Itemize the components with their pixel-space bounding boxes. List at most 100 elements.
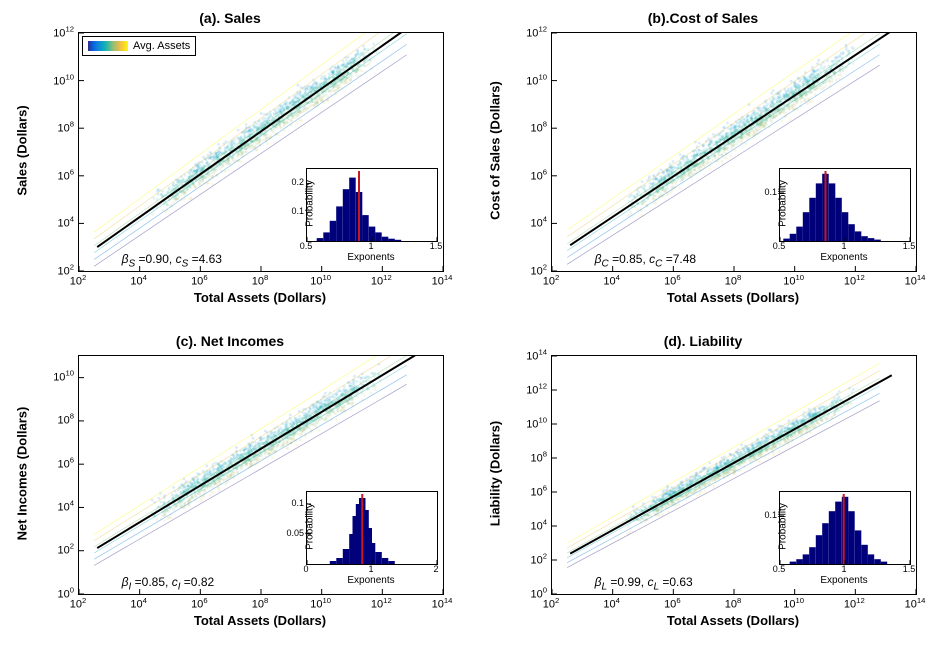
inset-svg <box>780 492 910 564</box>
inset-bar <box>848 224 855 241</box>
ytick-label: 100 <box>44 585 74 600</box>
panel-title: (c). Net Incomes <box>10 333 450 349</box>
inset-plot <box>306 168 438 242</box>
panel-title: (d). Liability <box>483 333 923 349</box>
xtick-label: 1010 <box>783 273 804 288</box>
inset-svg <box>780 169 910 241</box>
inset-bar <box>388 239 395 241</box>
colormap-legend: Avg. Assets <box>82 36 196 56</box>
xtick-label: 104 <box>130 596 147 611</box>
inset-bar <box>375 552 382 564</box>
inset-bar <box>382 558 389 564</box>
inset-xtick: 1 <box>841 564 846 574</box>
figure-grid: (a). Sales102104106108101010121014102104… <box>10 10 926 635</box>
ytick-label: 108 <box>517 449 547 464</box>
inset-xlabel: Exponents <box>779 575 909 586</box>
ytick-label: 100 <box>517 585 547 600</box>
panel-a: (a). Sales102104106108101010121014102104… <box>10 10 450 310</box>
y-axis-label: Sales (Dollars) <box>15 32 30 270</box>
x-axis-label: Total Assets (Dollars) <box>551 613 915 628</box>
xtick-label: 1010 <box>310 596 331 611</box>
ytick-label: 106 <box>517 167 547 182</box>
x-axis-label: Total Assets (Dollars) <box>551 290 915 305</box>
xtick-label: 104 <box>603 273 620 288</box>
inset-bar <box>330 561 337 564</box>
ytick-label: 108 <box>44 120 74 135</box>
inset-bar <box>816 183 823 241</box>
inset-ytick: 0.1 <box>753 510 777 520</box>
ytick-label: 106 <box>44 455 74 470</box>
ytick-label: 1012 <box>517 25 547 40</box>
inset-ylabel: Probability <box>305 490 316 562</box>
fit-annotation: βI =0.85, cI =0.82 <box>122 575 215 592</box>
colormap-gradient <box>88 41 128 51</box>
inset-bar <box>336 206 343 241</box>
ytick-label: 1010 <box>517 415 547 430</box>
inset-bar <box>809 198 816 241</box>
panel-d: (d). Liability10210410610810101012101410… <box>483 333 923 633</box>
inset-bar <box>842 212 849 241</box>
inset-bar <box>822 523 829 564</box>
ytick-label: 102 <box>517 551 547 566</box>
y-axis-label: Net Incomes (Dollars) <box>15 354 30 592</box>
ytick-label: 1012 <box>44 25 74 40</box>
ytick-label: 104 <box>517 517 547 532</box>
xtick-label: 1014 <box>905 596 926 611</box>
inset-bar <box>343 189 350 241</box>
inset-plot <box>779 491 911 565</box>
inset-bar <box>881 561 888 563</box>
y-axis-label: Cost of Sales (Dollars) <box>488 32 503 270</box>
ytick-label: 104 <box>44 499 74 514</box>
inset-ylabel: Probability <box>305 168 316 240</box>
inset-xtick: 1.5 <box>430 241 443 251</box>
panel-c: (c). Net Incomes102104106108101010121014… <box>10 333 450 633</box>
ytick-label: 104 <box>44 215 74 230</box>
ytick-label: 102 <box>517 263 547 278</box>
panel-title: (b).Cost of Sales <box>483 10 923 26</box>
ytick-label: 106 <box>517 483 547 498</box>
xtick-label: 106 <box>191 273 208 288</box>
inset-xlabel: Exponents <box>306 252 436 263</box>
inset-bar <box>803 554 810 564</box>
ytick-label: 108 <box>517 120 547 135</box>
inset-xtick: 2 <box>433 564 438 574</box>
inset-bar <box>855 231 862 241</box>
ytick-label: 1014 <box>517 347 547 362</box>
fit-annotation: βC =0.85, cC =7.48 <box>595 252 696 269</box>
inset-bar <box>317 238 324 241</box>
ytick-label: 104 <box>517 215 547 230</box>
inset-bar <box>323 232 330 241</box>
panel-title: (a). Sales <box>10 10 450 26</box>
x-axis-label: Total Assets (Dollars) <box>78 613 442 628</box>
inset-bar <box>790 561 797 563</box>
inset-ytick: 0.1 <box>280 206 304 216</box>
inset-bar <box>829 511 836 564</box>
ytick-label: 108 <box>44 412 74 427</box>
inset-bar <box>796 559 803 564</box>
xtick-label: 108 <box>252 596 269 611</box>
inset-bar <box>874 559 881 564</box>
xtick-label: 1012 <box>844 596 865 611</box>
inset-bar <box>809 547 816 564</box>
ytick-label: 102 <box>44 542 74 557</box>
inset-xlabel: Exponents <box>306 575 436 586</box>
inset-ytick: 0.1 <box>753 187 777 197</box>
inset-xtick: 0 <box>303 564 308 574</box>
inset-ylabel: Probability <box>778 490 789 562</box>
inset-bar <box>362 215 369 241</box>
xtick-label: 106 <box>664 273 681 288</box>
ytick-label: 1010 <box>44 72 74 87</box>
ytick-label: 1012 <box>517 381 547 396</box>
ytick-label: 106 <box>44 167 74 182</box>
inset-bar <box>861 544 868 563</box>
xtick-label: 106 <box>664 596 681 611</box>
inset-bar <box>796 227 803 241</box>
inset-svg <box>307 169 437 241</box>
inset-xtick: 1.5 <box>903 241 916 251</box>
inset-bar <box>855 530 862 564</box>
inset-bar <box>790 234 797 241</box>
inset-bar <box>868 554 875 564</box>
inset-bar <box>835 198 842 241</box>
x-axis-label: Total Assets (Dollars) <box>78 290 442 305</box>
y-axis-label: Liability (Dollars) <box>488 354 503 592</box>
